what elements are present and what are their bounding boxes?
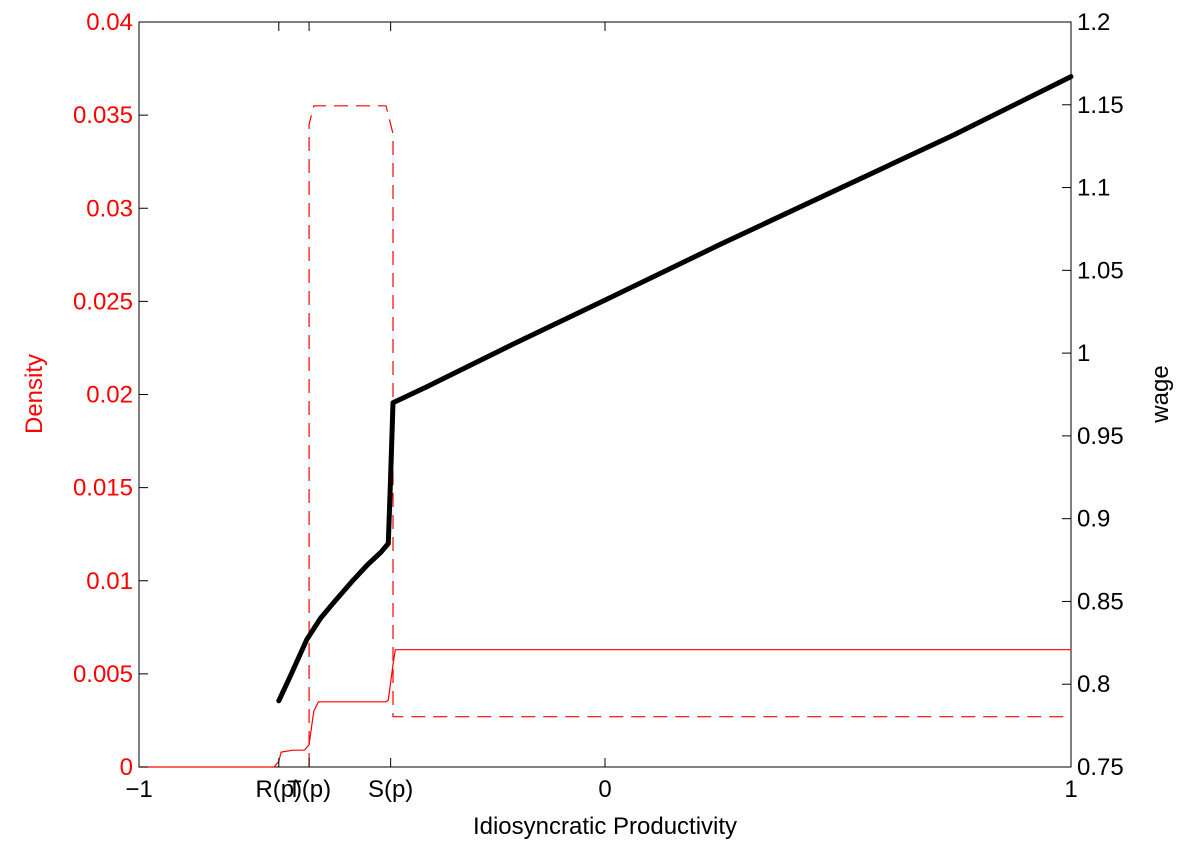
left-y-tick-label-7: 0.035 (73, 102, 133, 129)
x-axis: −1 R(p)T(p) S(p) 0 1 (125, 22, 1078, 803)
x-tick-label-1: R(p) (255, 776, 302, 803)
left-y-tick-label-6: 0.03 (86, 195, 133, 222)
series-line-1 (138, 649, 1072, 768)
right-y-axis-title: wage (1147, 365, 1174, 423)
x-tick-label-3: S(p) (368, 776, 413, 803)
x-tick-label-5: 1 (1064, 776, 1077, 803)
right-y-tick-label-5: 1 (1077, 340, 1090, 367)
right-y-tick-label-3: 0.9 (1077, 506, 1110, 533)
series-line-2 (308, 105, 1071, 767)
right-y-tick-label-2: 0.85 (1077, 588, 1124, 615)
left-y-tick-label-0: 0 (120, 754, 133, 781)
right-y-axis: 0.75 0.8 0.85 0.9 0.95 1 1.05 1.1 1.15 1.2 (1062, 9, 1124, 781)
left-y-axis: 0 0.005 0.01 0.015 0.02 0.025 0.03 0.035 0.04 (73, 9, 148, 781)
right-y-tick-label-1: 0.8 (1077, 671, 1110, 698)
left-y-tick-label-2: 0.01 (86, 568, 133, 595)
left-y-tick-label-8: 0.04 (86, 9, 133, 36)
plot-frame (138, 21, 1072, 768)
x-tick-label-2: T(p) (287, 776, 331, 803)
right-y-tick-label-6: 1.05 (1077, 257, 1124, 284)
x-tick-label-4: 0 (598, 776, 611, 803)
left-y-tick-label-3: 0.015 (73, 475, 133, 502)
x-tick-label-0: −1 (125, 776, 152, 803)
right-y-tick-label-0: 0.75 (1077, 754, 1124, 781)
series-layer (138, 74, 1074, 768)
left-y-tick-label-1: 0.005 (73, 661, 133, 688)
right-y-tick-label-9: 1.2 (1077, 9, 1110, 36)
series-line-3 (276, 74, 1074, 704)
right-y-tick-label-4: 0.95 (1077, 423, 1124, 450)
left-y-tick-label-4: 0.02 (86, 382, 133, 409)
x-axis-title: Idiosyncratic Productivity (473, 813, 737, 840)
right-y-tick-label-8: 1.15 (1077, 92, 1124, 119)
left-y-axis-title: Density (21, 354, 48, 434)
right-y-tick-label-7: 1.1 (1077, 175, 1110, 202)
left-y-tick-label-5: 0.025 (73, 288, 133, 315)
